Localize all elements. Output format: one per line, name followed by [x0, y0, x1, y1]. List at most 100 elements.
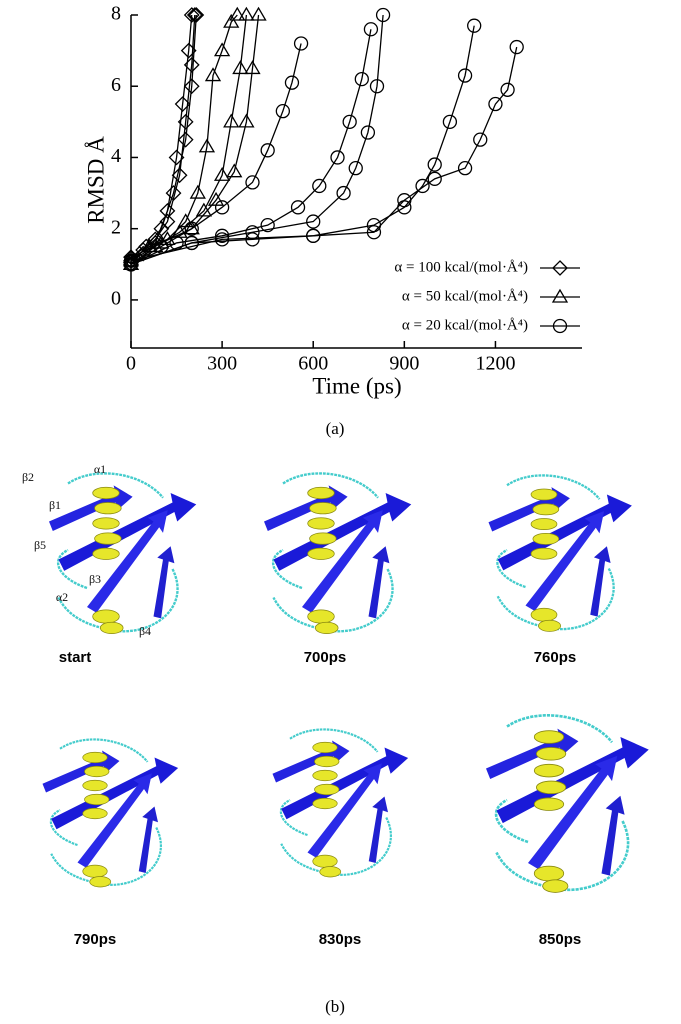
triangle-marker — [147, 238, 164, 253]
legend-marker — [551, 288, 569, 303]
panel-label: (b) — [325, 997, 345, 1016]
y-tick-label: 4 — [111, 145, 121, 167]
diamond-marker — [168, 149, 185, 166]
legend-marker — [552, 318, 568, 334]
triangle-marker — [229, 6, 246, 21]
triangle-marker — [189, 184, 206, 199]
circle-marker — [509, 39, 524, 55]
x-tick-label: 0 — [126, 353, 136, 375]
rmsd-line — [131, 14, 197, 258]
frame-label: 830ps — [319, 931, 362, 948]
y-tick-label: 6 — [111, 74, 121, 96]
rmsd-line — [131, 43, 302, 265]
triangle-marker — [183, 220, 200, 235]
circle-marker — [123, 257, 139, 272]
circle-marker — [290, 200, 306, 215]
circle-marker — [330, 150, 345, 165]
y-tick-label: 0 — [111, 288, 121, 310]
structure-label: β1 — [49, 498, 61, 512]
circle-marker — [169, 235, 184, 251]
rmsd-line — [131, 29, 372, 265]
circle-marker — [427, 171, 442, 186]
triangle-marker — [226, 163, 243, 178]
panel-label: (a) — [326, 419, 345, 438]
circle-marker — [500, 82, 515, 97]
protein-image — [487, 474, 634, 633]
diamond-marker — [183, 56, 200, 73]
circle-marker — [375, 7, 391, 23]
circle-marker — [457, 160, 473, 176]
diamond-marker — [177, 113, 194, 130]
circle-marker — [415, 178, 430, 194]
circle-marker — [442, 114, 458, 129]
circle-marker — [342, 114, 357, 129]
circle-marker — [123, 253, 139, 268]
diamond-marker — [165, 185, 182, 201]
diamond-marker — [177, 131, 194, 148]
triangle-marker — [204, 67, 222, 82]
circle-marker — [360, 125, 376, 140]
circle-marker — [306, 228, 321, 243]
structure-label: α2 — [56, 590, 68, 604]
rmsd-line — [131, 14, 196, 265]
frame-label: 700ps — [304, 649, 347, 666]
x-tick-label: 600 — [298, 353, 328, 375]
diamond-marker — [171, 167, 188, 184]
x-tick-label: 900 — [389, 353, 419, 375]
circle-marker — [312, 178, 327, 194]
triangle-marker — [244, 60, 261, 75]
circle-marker — [293, 36, 309, 51]
rmsd-line — [131, 14, 260, 258]
circle-marker — [336, 185, 351, 201]
circle-marker — [366, 225, 382, 240]
circle-marker — [154, 239, 169, 254]
protein-image — [41, 738, 180, 889]
circle-marker — [457, 68, 473, 83]
protein-image — [271, 727, 410, 879]
triangle-marker — [153, 234, 170, 249]
circle-marker — [284, 75, 300, 90]
triangle-marker — [223, 113, 240, 128]
circle-marker — [473, 132, 488, 147]
triangle-marker — [232, 60, 249, 75]
x-tick-label: 1200 — [475, 353, 515, 375]
frame-label: 790ps — [74, 931, 117, 948]
triangle-marker — [250, 6, 267, 21]
legend-label: α = 100 kcal/(mol·Å⁴) — [394, 259, 528, 275]
structure-label: α1 — [94, 462, 106, 476]
structure-label: β3 — [89, 572, 101, 586]
structure-label: β2 — [22, 470, 34, 484]
structure-panels — [41, 471, 651, 894]
circle-marker — [397, 193, 412, 208]
circle-marker — [363, 22, 379, 37]
triangle-marker — [238, 113, 255, 128]
triangle-marker — [223, 13, 240, 28]
diamond-marker — [159, 202, 176, 219]
circle-marker — [260, 143, 275, 158]
circle-marker — [488, 96, 503, 112]
frame-label: 760ps — [534, 649, 577, 666]
circle-marker — [260, 217, 275, 233]
circle-marker — [275, 104, 291, 119]
circle-marker — [348, 160, 363, 176]
diamond-marker — [186, 7, 203, 23]
circle-marker — [306, 214, 321, 229]
triangle-marker — [122, 248, 140, 263]
circle-marker — [184, 221, 199, 236]
y-tick-label: 2 — [111, 216, 121, 238]
triangle-marker — [238, 6, 255, 21]
structure-label: β4 — [139, 624, 151, 638]
rmsd-line — [131, 14, 238, 262]
circle-marker — [427, 157, 442, 172]
x-tick-label: 300 — [207, 353, 237, 375]
circle-marker — [369, 79, 385, 94]
legend-label: α = 50 kcal/(mol·Å⁴) — [402, 288, 528, 304]
triangle-marker — [213, 42, 231, 57]
triangle-marker — [213, 166, 231, 181]
y-axis-label: RMSD Å — [83, 136, 108, 224]
circle-marker — [467, 18, 482, 33]
diamond-marker — [183, 7, 200, 23]
protein-image — [484, 713, 651, 894]
frame-label: start — [59, 649, 92, 666]
